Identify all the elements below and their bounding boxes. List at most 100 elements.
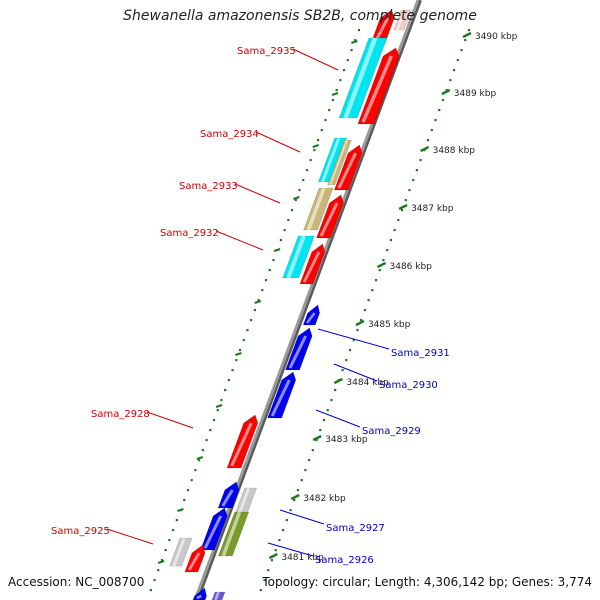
scale-dot	[290, 209, 294, 212]
scale-dot	[261, 289, 264, 292]
inner-tick	[312, 144, 320, 148]
label-connector	[315, 409, 361, 428]
scale-dot	[293, 499, 296, 502]
scale-dot	[339, 79, 342, 82]
gene-sama-2932	[299, 243, 326, 285]
gene-highlight	[230, 422, 253, 467]
scale-dot	[309, 159, 312, 162]
inner-tick	[235, 352, 242, 356]
label-connector	[215, 230, 264, 251]
scale-dot	[267, 569, 270, 572]
scale-dot	[382, 259, 385, 262]
scale-dot	[253, 309, 256, 312]
scale-dot	[313, 149, 316, 152]
gene-highlight	[302, 251, 321, 283]
scale-tick	[441, 88, 451, 96]
scale-dot	[168, 539, 171, 542]
scale-dot	[311, 449, 314, 452]
inner-tick	[273, 248, 281, 252]
scale-tick	[420, 145, 430, 153]
scale-dot	[231, 369, 234, 372]
scale-dot	[354, 39, 357, 42]
scale-dot	[216, 409, 219, 412]
scale-dot	[278, 539, 281, 542]
scale-dot	[263, 579, 266, 582]
scale-label: 3481 kbp	[281, 553, 324, 563]
gene-highlight	[343, 37, 378, 119]
scale-dot	[296, 489, 300, 492]
inner-tick	[293, 196, 300, 200]
feature-olive-2926	[217, 511, 250, 557]
scale-dot	[328, 109, 331, 112]
scale-dot	[341, 369, 344, 372]
scale-dot	[305, 169, 309, 172]
gene-sama-2935	[357, 47, 400, 125]
scale-dot	[345, 359, 348, 362]
scale-label: 3483 kbp	[325, 435, 368, 445]
accession-label: Accession: NC_008700	[8, 575, 145, 589]
scale-dot	[426, 139, 430, 142]
scale-dot	[331, 99, 335, 102]
scale-label: 3484 kbp	[346, 378, 389, 388]
scale-dot	[235, 359, 238, 362]
scale-label: 3490 kbp	[475, 32, 518, 42]
scale-dot	[408, 189, 411, 192]
label-connector	[234, 183, 281, 204]
gene-highlight	[361, 55, 393, 123]
scale-dot	[400, 209, 404, 212]
scale-dot	[183, 499, 186, 502]
gene-sama-2931	[302, 304, 320, 326]
scale-dot	[315, 439, 318, 442]
scale-dot	[415, 169, 419, 172]
scale-dot	[350, 49, 353, 52]
gene-body	[192, 587, 207, 600]
scale-dot	[467, 29, 471, 32]
gene-shade-top	[393, 9, 412, 31]
scale-dot	[283, 229, 286, 232]
gene-labels-right: Sama_2931 Sama_2930 Sama_2929 Sama_2927 Sama…	[267, 328, 450, 566]
scale-dot	[304, 469, 307, 472]
gene-sama-2929	[267, 371, 297, 419]
scale-dot	[270, 559, 274, 562]
inner-ring-ticks	[157, 40, 358, 564]
scale-dot	[272, 259, 275, 262]
scale-dot	[201, 449, 204, 452]
gene-highlight	[329, 139, 348, 186]
scale-dot	[149, 589, 152, 592]
gene-highlight	[286, 235, 306, 279]
inner-tick	[157, 560, 165, 564]
scale-tick	[333, 377, 343, 385]
label-connector	[333, 363, 378, 382]
inner-tick	[351, 40, 358, 44]
gene-label: Sama_2927	[326, 523, 385, 534]
scale-dot	[157, 569, 160, 572]
scale-dot	[357, 29, 361, 32]
label-connector	[292, 48, 339, 71]
label-connector	[317, 328, 390, 350]
scale-dot	[335, 89, 338, 92]
scale-dot	[308, 459, 311, 462]
scale-dot	[153, 579, 156, 582]
gene-label: Sama_2925	[51, 526, 110, 537]
scale-dot	[316, 139, 320, 142]
scale-label: 3488 kbp	[433, 146, 476, 156]
label-connector	[106, 528, 154, 545]
scale-dot	[285, 519, 288, 522]
gene-highlight	[203, 515, 223, 549]
scale-dot	[367, 299, 370, 302]
scale-dot	[227, 379, 230, 382]
scale-dot	[404, 199, 407, 202]
gene-label: Sama_2934	[200, 129, 259, 140]
gene-highlight	[306, 187, 326, 231]
gene-highlight	[221, 511, 242, 557]
scale-dot	[445, 89, 448, 92]
scale-dot	[238, 349, 242, 352]
scale-dot	[212, 419, 216, 422]
label-connector	[267, 542, 314, 557]
feature-bottom-purple	[211, 591, 226, 600]
gene-label: Sama_2929	[362, 426, 421, 437]
scale-tick	[462, 31, 472, 39]
feature-gray-2925	[169, 537, 193, 567]
scale-dot	[287, 219, 290, 222]
